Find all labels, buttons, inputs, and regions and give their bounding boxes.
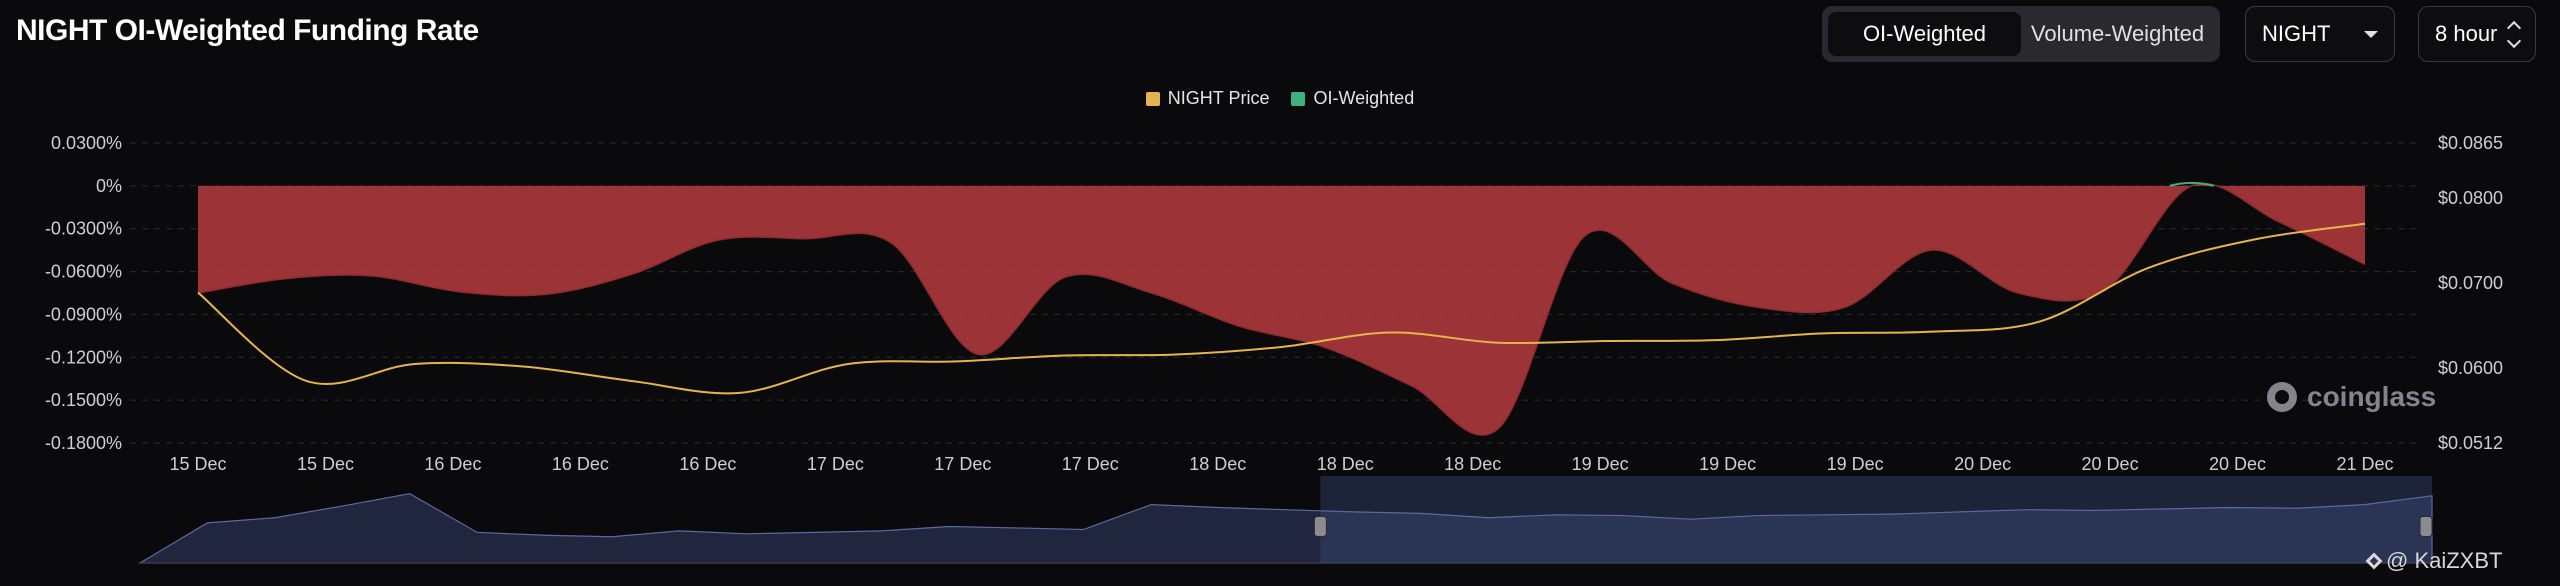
navigator-series <box>137 493 2433 564</box>
y-left-tick-label: -0.0300% <box>45 219 122 239</box>
x-tick-label: 15 Dec <box>169 454 226 474</box>
watermark-text: coinglass <box>2307 381 2437 412</box>
legend-label-price: NIGHT Price <box>1167 88 1270 108</box>
y-left-tick-label: -0.0600% <box>45 262 122 282</box>
chart-legend: NIGHT Price OI-Weighted <box>0 88 2560 109</box>
legend-item-price[interactable]: NIGHT Price <box>1145 88 1270 109</box>
y-left-tick-label: 0.0300% <box>51 133 122 153</box>
x-tick-label: 20 Dec <box>2209 454 2266 474</box>
coinglass-watermark: coinglass <box>2265 380 2436 414</box>
y-left-tick-label: -0.1800% <box>45 433 122 453</box>
legend-swatch-oi <box>1291 91 1306 106</box>
y-right-tick-label: $0.0865 <box>2438 133 2503 153</box>
y-left-tick-label: -0.0900% <box>45 304 122 324</box>
y-left-tick-label: 0% <box>96 176 122 196</box>
x-tick-label: 20 Dec <box>2082 454 2139 474</box>
funding-positive-segment <box>2169 181 2214 187</box>
tab-oi-weighted[interactable]: OI-Weighted <box>1828 12 2021 56</box>
x-tick-label: 20 Dec <box>1954 454 2011 474</box>
x-tick-label: 16 Dec <box>552 454 609 474</box>
y-left-tick-label: -0.1200% <box>45 347 122 367</box>
navigator-selection <box>1320 476 2432 563</box>
interval-select-value: 8 hour <box>2435 21 2498 46</box>
x-tick-label: 18 Dec <box>1444 454 1501 474</box>
x-tick-label: 17 Dec <box>934 454 991 474</box>
x-tick-label: 15 Dec <box>297 454 354 474</box>
x-tick-label: 19 Dec <box>1827 454 1884 474</box>
y-left-tick-label: -0.1500% <box>45 390 122 410</box>
x-tick-label: 18 Dec <box>1189 454 1246 474</box>
page-title: NIGHT OI-Weighted Funding Rate <box>16 14 479 47</box>
navigator-right-handle[interactable] <box>2419 516 2433 537</box>
y-right-tick-label: $0.0600 <box>2438 358 2503 378</box>
price-line <box>197 222 2366 395</box>
credit-text: @ KaiZXBT <box>2386 548 2503 573</box>
funding-line <box>197 182 2366 436</box>
funding-area <box>198 183 2365 436</box>
x-tick-label: 16 Dec <box>679 454 736 474</box>
chevron-down-icon <box>2364 30 2378 38</box>
navigator-left-handle[interactable] <box>1313 516 1327 537</box>
x-tick-label: 17 Dec <box>807 454 864 474</box>
coin-select[interactable]: NIGHT <box>2245 6 2395 62</box>
y-right-tick-label: $0.0800 <box>2438 188 2503 208</box>
x-tick-label: 19 Dec <box>1699 454 1756 474</box>
legend-swatch-price <box>1145 91 1160 106</box>
weighting-toggle: OI-Weighted Volume-Weighted <box>1822 6 2220 62</box>
author-credit: @ KaiZXBT <box>2365 548 2503 574</box>
legend-label-oi: OI-Weighted <box>1313 88 1415 108</box>
x-tick-label: 16 Dec <box>424 454 481 474</box>
tab-volume-weighted[interactable]: Volume-Weighted <box>2030 21 2205 46</box>
coin-select-value: NIGHT <box>2262 21 2331 46</box>
binance-diamond-icon <box>2365 552 2383 570</box>
y-right-tick-label: $0.0700 <box>2438 273 2503 293</box>
x-tick-label: 17 Dec <box>1062 454 1119 474</box>
x-tick-label: 18 Dec <box>1317 454 1374 474</box>
legend-item-oi[interactable]: OI-Weighted <box>1291 88 1414 109</box>
coinglass-logo-icon <box>2267 382 2297 412</box>
x-tick-label: 19 Dec <box>1572 454 1629 474</box>
interval-select[interactable]: 8 hour <box>2418 6 2536 62</box>
x-tick-label: 21 Dec <box>2336 454 2393 474</box>
y-right-tick-label: $0.0512 <box>2438 433 2503 453</box>
